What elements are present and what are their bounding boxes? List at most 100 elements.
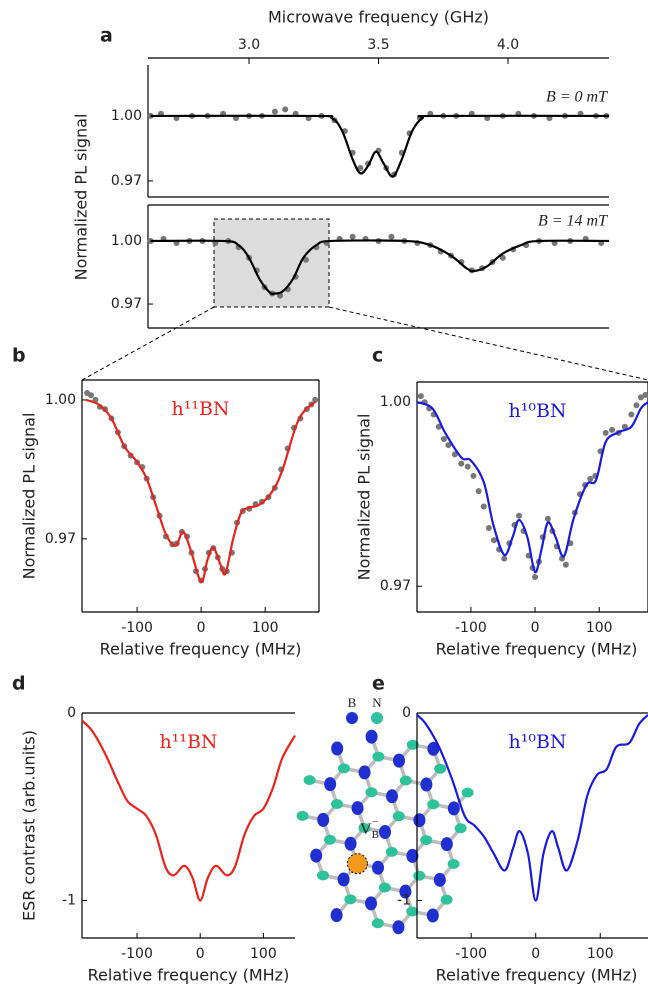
data-point	[445, 442, 452, 449]
nitrogen-atom	[399, 775, 412, 786]
y-tick-label: 0.97	[45, 531, 76, 547]
x-tick-label: 0	[196, 946, 205, 962]
boron-atom	[365, 896, 378, 911]
x-axis-label: Relative frequency (MHz)	[436, 640, 638, 659]
boron-atom	[420, 777, 433, 792]
boron-atom	[372, 860, 385, 875]
x-tick-label: 3.5	[367, 37, 389, 53]
zoom-line	[328, 306, 648, 381]
series-label: h¹⁰BN	[508, 731, 566, 753]
fit-line	[416, 714, 648, 902]
data-point	[544, 515, 551, 522]
boron-atom	[351, 801, 364, 816]
y-tick-label: 0.97	[380, 578, 411, 594]
x-tick-label: -100	[121, 620, 153, 636]
boron-atom	[426, 908, 439, 923]
nitrogen-atom	[413, 870, 426, 881]
fit-line	[85, 398, 316, 584]
nitrogen-atom	[323, 834, 336, 845]
data-point	[271, 108, 278, 115]
data-point	[633, 402, 640, 409]
lattice-illustration	[296, 729, 474, 935]
x-axis-label: Relative frequency (MHz)	[100, 640, 302, 659]
boron-atom	[392, 920, 405, 935]
annotation: B = 14 mT	[538, 213, 608, 230]
data-point	[349, 233, 356, 240]
y-tick-label: 0.97	[111, 173, 142, 189]
data-point	[501, 555, 508, 562]
nitrogen-atom	[454, 823, 467, 834]
series-label: h¹⁰BN	[508, 400, 566, 422]
data-point	[491, 537, 497, 544]
x-tick-label: 4.0	[497, 37, 519, 53]
nitrogen-legend-icon	[371, 712, 383, 724]
boron-atom	[365, 729, 378, 744]
boron-atom	[385, 789, 398, 804]
series-label: h¹¹BN	[171, 398, 229, 420]
y-tick-label: 0	[67, 705, 76, 721]
boron-atom	[344, 836, 357, 851]
nitrogen-atom	[365, 787, 378, 798]
data-point	[480, 503, 487, 510]
boron-atom	[331, 741, 344, 756]
x-tick-label: 0	[531, 620, 540, 636]
data-point	[499, 254, 506, 261]
series-label: h¹¹BN	[159, 731, 217, 753]
nitrogen-atom	[344, 894, 357, 905]
x-tick-label: -100	[455, 946, 487, 962]
data-point	[282, 106, 289, 113]
x-tick-label: 0	[531, 946, 540, 962]
legend-label: B	[348, 695, 357, 710]
boron-atom	[330, 908, 343, 923]
panel-label: a	[100, 25, 113, 47]
data-point	[637, 394, 644, 401]
data-point	[628, 411, 635, 418]
data-point	[357, 164, 364, 171]
vacancy-sup: −	[372, 816, 378, 828]
boron-atom	[317, 812, 330, 827]
nitrogen-atom	[427, 799, 440, 810]
vacancy-label: VB−	[360, 816, 379, 841]
nitrogen-atom	[371, 918, 384, 929]
y-tick-label: 1.00	[45, 392, 76, 408]
nitrogen-atom	[440, 894, 453, 905]
panel-label: e	[372, 673, 385, 695]
data-point	[451, 451, 458, 458]
data-point	[621, 423, 628, 430]
y-tick-label: 1.00	[380, 394, 411, 410]
data-point	[458, 460, 465, 467]
nitrogen-atom	[406, 739, 419, 750]
nitrogen-atom	[385, 846, 398, 857]
panel-label: c	[372, 345, 383, 367]
x-tick-label: 0	[197, 620, 206, 636]
y-tick-label: -1	[397, 893, 411, 909]
boron-atom	[440, 837, 453, 852]
vacancy	[346, 853, 368, 875]
data-point	[312, 396, 319, 403]
x-tick-label: 100	[586, 620, 613, 636]
x-tick-label: 100	[252, 620, 279, 636]
boron-atom	[427, 741, 440, 756]
nitrogen-atom	[316, 870, 329, 881]
x-tick-label: 3.0	[238, 37, 260, 53]
data-point	[602, 429, 609, 436]
x-tick-label: -100	[121, 946, 153, 962]
data-point	[609, 426, 616, 433]
annotation: B = 0 mT	[546, 89, 608, 106]
y-tick-label: 0.97	[111, 296, 142, 312]
boron-atom	[358, 765, 371, 780]
x-tick-label: 100	[587, 946, 614, 962]
fit-line	[416, 401, 648, 574]
boron-atom	[399, 884, 412, 899]
panel-label: b	[12, 345, 26, 367]
nitrogen-atom	[330, 799, 343, 810]
y-axis-label: ESR contrast (arb.units)	[20, 730, 39, 921]
nitrogen-atom	[406, 906, 419, 917]
data-point	[470, 472, 477, 479]
boron-atom	[406, 848, 419, 863]
nitrogen-atom	[447, 858, 460, 869]
x-axis-label: Microwave frequency (GHz)	[268, 8, 489, 27]
data-point	[485, 524, 492, 531]
fit-line	[150, 239, 610, 296]
boron-atom	[337, 872, 350, 887]
